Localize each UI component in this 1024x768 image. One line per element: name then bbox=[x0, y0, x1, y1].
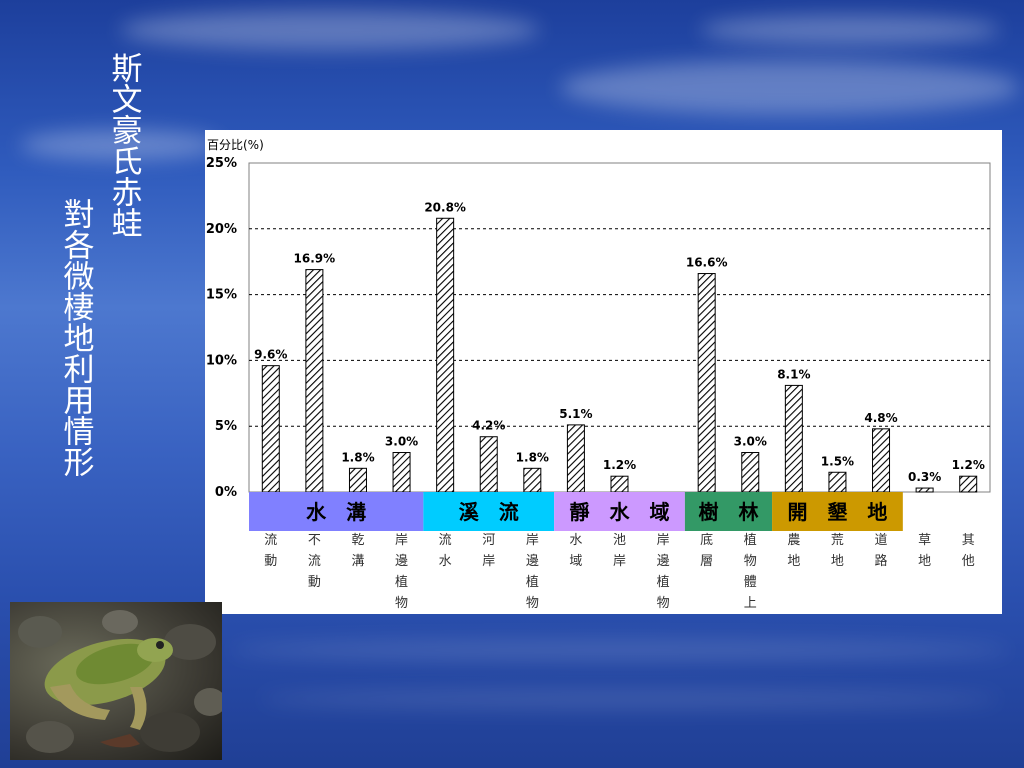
water-glint bbox=[230, 640, 1010, 660]
data-label: 1.8% bbox=[341, 450, 374, 464]
x-tick-label: 流水 bbox=[439, 533, 452, 569]
data-label: 1.8% bbox=[516, 450, 549, 464]
data-label: 16.6% bbox=[686, 256, 728, 270]
data-label: 16.9% bbox=[294, 252, 336, 266]
group-band bbox=[249, 492, 424, 531]
group-label: 樹 林 bbox=[698, 500, 758, 524]
x-tick-label: 草地 bbox=[918, 533, 931, 569]
bar bbox=[872, 428, 891, 493]
bar bbox=[392, 452, 411, 493]
bar-chart: 0% 5% 10% 15% 20% 25% 9.6% 流動 16.9% 不流動 1.8% 乾溝 3.0%… bbox=[206, 138, 991, 611]
x-tick-label: 不流動 bbox=[308, 533, 321, 590]
group-band bbox=[684, 492, 773, 531]
plot-area bbox=[248, 162, 991, 493]
group-band bbox=[423, 492, 555, 531]
chart-panel: 0% 5% 10% 15% 20% 25% 9.6% 流動 16.9% 不流動 1.8% 乾溝 3.0%… bbox=[205, 130, 1002, 614]
x-tick-label: 農地 bbox=[787, 533, 800, 569]
bar bbox=[566, 424, 585, 493]
x-tick-label: 荒地 bbox=[831, 533, 844, 569]
y-axis-label: 百分比(%) bbox=[207, 138, 264, 152]
data-label: 9.6% bbox=[254, 348, 287, 362]
data-label: 8.1% bbox=[777, 367, 810, 381]
data-label: 20.8% bbox=[424, 200, 466, 214]
cloud-streak bbox=[560, 60, 1020, 115]
data-label: 4.8% bbox=[864, 411, 897, 425]
data-label: 3.0% bbox=[385, 435, 418, 449]
y-tick-label: 25% bbox=[206, 156, 237, 171]
bar bbox=[741, 452, 760, 493]
bar bbox=[436, 217, 455, 493]
bar bbox=[784, 384, 803, 493]
data-label: 0.3% bbox=[908, 470, 941, 484]
x-tick-label: 岸邊植物 bbox=[395, 533, 408, 611]
data-label: 1.2% bbox=[952, 458, 985, 472]
frog-illustration bbox=[18, 610, 222, 753]
bar bbox=[348, 467, 367, 493]
bar bbox=[828, 471, 847, 493]
bar bbox=[261, 365, 280, 493]
slide-title-line2: 對各微棲地利用情形 bbox=[57, 198, 94, 477]
group-label: 靜 水 域 bbox=[570, 500, 670, 524]
x-tick-label: 乾溝 bbox=[351, 533, 364, 569]
y-tick-label: 10% bbox=[206, 353, 237, 368]
bar bbox=[697, 273, 716, 493]
x-tick-label: 流動 bbox=[264, 533, 277, 569]
bar bbox=[305, 269, 324, 493]
group-label: 開 墾 地 bbox=[787, 500, 887, 524]
bar bbox=[523, 467, 542, 493]
x-tick-label: 池岸 bbox=[613, 533, 626, 569]
bar bbox=[610, 475, 629, 493]
x-tick-label: 岸邊植物 bbox=[526, 533, 539, 611]
bar bbox=[915, 487, 934, 493]
cloud-streak bbox=[700, 15, 1000, 45]
group-label: 溪 流 bbox=[459, 500, 519, 524]
y-tick-label: 20% bbox=[206, 222, 237, 237]
data-label: 1.2% bbox=[603, 458, 636, 472]
y-tick-label: 15% bbox=[206, 288, 237, 303]
y-tick-label: 5% bbox=[215, 419, 237, 434]
cloud-streak bbox=[20, 130, 220, 160]
group-band bbox=[554, 492, 685, 531]
x-tick-label: 植物體上 bbox=[744, 533, 757, 611]
water-glint bbox=[260, 690, 1000, 708]
group-label: 水 溝 bbox=[306, 500, 366, 524]
group-band bbox=[772, 492, 903, 531]
bar bbox=[479, 436, 498, 493]
data-label: 3.0% bbox=[734, 435, 767, 449]
x-tick-label: 河岸 bbox=[482, 533, 495, 569]
data-label: 5.1% bbox=[559, 407, 592, 421]
frog-photo bbox=[10, 602, 222, 760]
x-tick-label: 其他 bbox=[962, 533, 975, 569]
cloud-streak bbox=[120, 10, 540, 50]
y-tick-label: 0% bbox=[215, 485, 237, 500]
bar bbox=[959, 475, 978, 493]
x-tick-label: 道路 bbox=[875, 533, 888, 569]
data-label: 1.5% bbox=[821, 454, 854, 468]
data-label: 4.2% bbox=[472, 419, 505, 433]
x-tick-label: 水域 bbox=[569, 533, 582, 569]
x-tick-label: 底層 bbox=[700, 532, 713, 569]
x-tick-label: 岸邊植物 bbox=[657, 533, 670, 611]
slide-title-line1: 斯文豪氏赤蛙 bbox=[105, 52, 142, 238]
